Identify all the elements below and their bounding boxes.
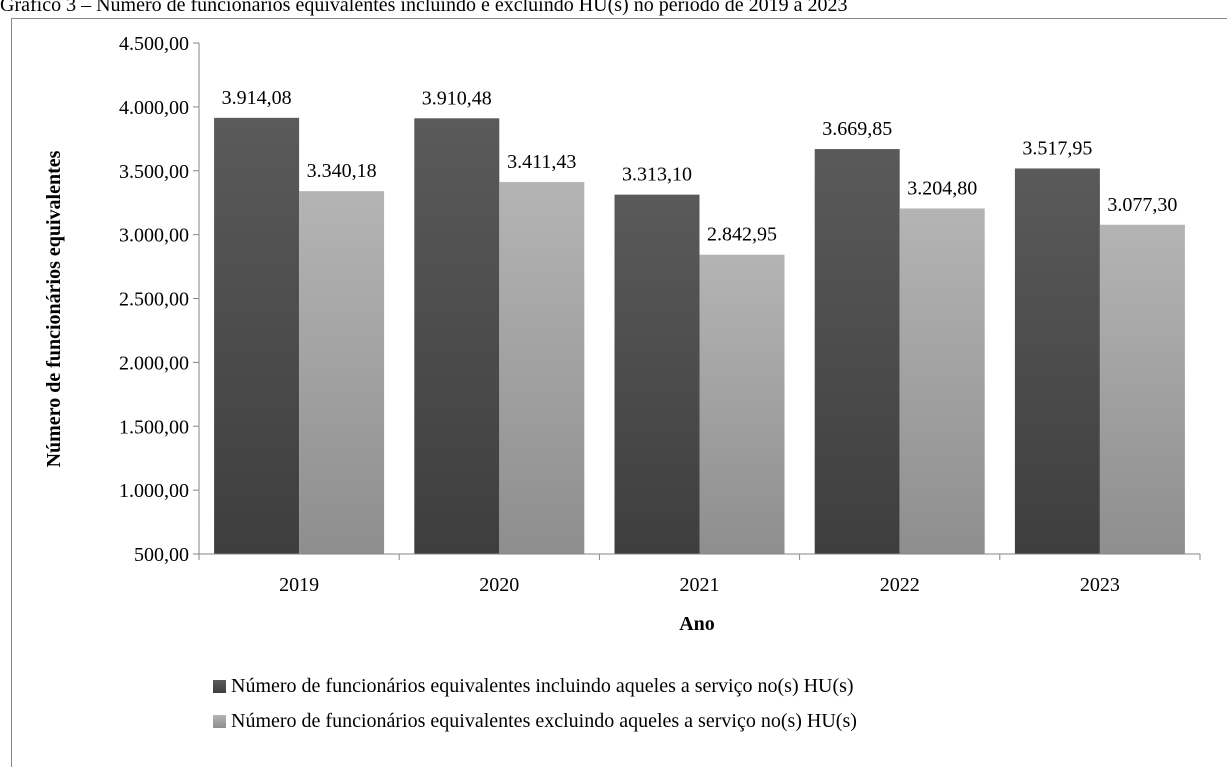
x-tick-label-2022: 2022 bbox=[880, 574, 920, 596]
legend-swatch-excluindo bbox=[213, 714, 226, 728]
y-tick-label: 2.500,00 bbox=[119, 289, 189, 311]
x-tick-label-2020: 2020 bbox=[479, 574, 519, 596]
y-axis-title: Número de funcionários equivalentes bbox=[43, 150, 65, 467]
chart-frame: 500,00 1.000,00 1.500,00 2.000,00 2.500,00 3.… bbox=[11, 18, 1227, 767]
y-tick-label: 4.500,00 bbox=[119, 33, 189, 55]
data-label-excluindo-2020: 3.411,43 bbox=[507, 151, 576, 173]
data-label-excluindo-2023: 3.077,30 bbox=[1107, 194, 1177, 216]
bar-incluindo-2019 bbox=[214, 117, 300, 554]
x-tick-label-2019: 2019 bbox=[279, 574, 319, 596]
data-label-incluindo-2019: 3.914,08 bbox=[222, 87, 292, 109]
axes-layer: 500,00 1.000,00 1.500,00 2.000,00 2.500,00 3.… bbox=[119, 33, 1201, 596]
legend-swatch-incluindo bbox=[213, 679, 226, 693]
x-tick-label-2023: 2023 bbox=[1080, 574, 1120, 596]
y-tick-label: 1.500,00 bbox=[119, 416, 189, 438]
bars-layer bbox=[214, 117, 1185, 555]
data-label-excluindo-2022: 3.204,80 bbox=[907, 177, 977, 199]
legend-item-excluindo: Número de funcionários equivalentes excl… bbox=[213, 709, 857, 733]
data-label-excluindo-2019: 3.340,18 bbox=[307, 160, 377, 182]
x-tick-label-2021: 2021 bbox=[680, 574, 720, 596]
y-tick-label: 2.000,00 bbox=[119, 352, 189, 374]
x-axis-title: Ano bbox=[679, 613, 715, 635]
data-label-incluindo-2022: 3.669,85 bbox=[822, 118, 892, 140]
bar-excluindo-2020 bbox=[499, 182, 585, 554]
y-tick-label: 3.500,00 bbox=[119, 161, 189, 183]
data-label-incluindo-2023: 3.517,95 bbox=[1022, 137, 1092, 159]
bar-chart: 500,00 1.000,00 1.500,00 2.000,00 2.500,00 3.… bbox=[43, 33, 1201, 635]
bar-excluindo-2021 bbox=[699, 254, 785, 554]
y-tick-label: 4.000,00 bbox=[119, 97, 189, 119]
chart-caption: Gráfico 3 – Número de funcionários equiv… bbox=[0, 0, 848, 16]
y-tick-label: 3.000,00 bbox=[119, 225, 189, 247]
legend-item-incluindo: Número de funcionários equivalentes incl… bbox=[213, 674, 854, 698]
y-tick-label: 1.000,00 bbox=[119, 480, 189, 502]
legend-label-excluindo: Número de funcionários equivalentes excl… bbox=[231, 709, 857, 732]
data-label-incluindo-2020: 3.910,48 bbox=[422, 87, 492, 109]
data-label-incluindo-2021: 3.313,10 bbox=[622, 164, 692, 186]
bar-incluindo-2021 bbox=[614, 194, 700, 554]
data-labels-layer: 3.914,08 3.340,18 3.910,48 3.411,43 3.313,10… bbox=[222, 87, 1178, 246]
bar-incluindo-2023 bbox=[1014, 168, 1100, 554]
data-label-excluindo-2021: 2.842,95 bbox=[707, 224, 777, 246]
y-tick-label: 500,00 bbox=[134, 544, 189, 566]
bar-excluindo-2023 bbox=[1099, 224, 1185, 554]
bar-excluindo-2022 bbox=[899, 208, 985, 554]
bar-excluindo-2019 bbox=[299, 191, 385, 555]
legend-label-incluindo: Número de funcionários equivalentes incl… bbox=[231, 674, 854, 697]
bar-incluindo-2020 bbox=[414, 118, 500, 554]
bar-incluindo-2022 bbox=[814, 149, 900, 555]
